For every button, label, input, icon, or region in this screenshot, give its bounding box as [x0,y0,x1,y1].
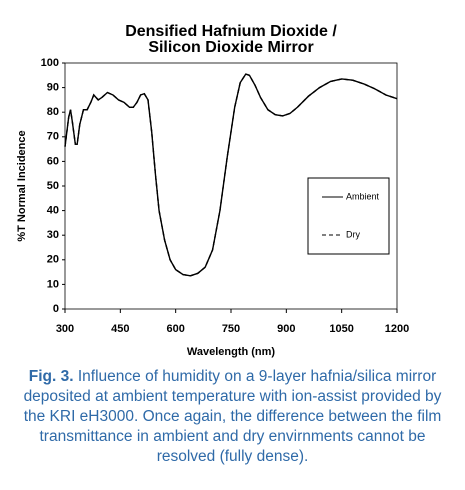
caption-text: Influence of humidity on a 9-layer hafni… [23,368,442,465]
y-tick-label: 80 [47,106,59,118]
x-tick-label: 1200 [385,323,409,335]
y-tick-label: 50 [47,180,59,192]
x-tick-label: 1050 [329,323,353,335]
caption: Fig. 3. Influence of humidity on a 9-lay… [13,367,453,467]
x-axis-label: Wavelength (nm) [187,346,276,358]
legend-label: Ambient [346,191,380,201]
y-tick-label: 90 [47,82,59,94]
series-line [64,73,398,277]
y-tick-label: 100 [41,57,59,69]
y-tick-label: 30 [47,229,59,241]
legend-box [307,177,390,255]
chart-title: Silicon Dioxide Mirror [148,39,313,56]
y-tick-label: 60 [47,155,59,167]
x-tick-label: 600 [166,323,184,335]
x-tick-label: 450 [111,323,129,335]
y-tick-label: 70 [47,131,59,143]
y-axis-label: %T Normal Incidence [16,130,28,241]
x-tick-label: 900 [277,323,295,335]
chart-title: Densified Hafnium Dioxide / [125,23,337,40]
x-tick-label: 750 [222,323,240,335]
y-tick-label: 20 [47,254,59,266]
chart: Densified Hafnium Dioxide / Silicon Diox… [16,23,409,358]
y-tick-label: 0 [53,303,59,315]
caption-label: Fig. 3. [28,368,74,385]
legend-label: Dry [346,229,360,239]
y-tick-label: 10 [47,278,59,290]
y-tick-label: 40 [47,205,59,217]
x-tick-label: 300 [56,323,74,335]
